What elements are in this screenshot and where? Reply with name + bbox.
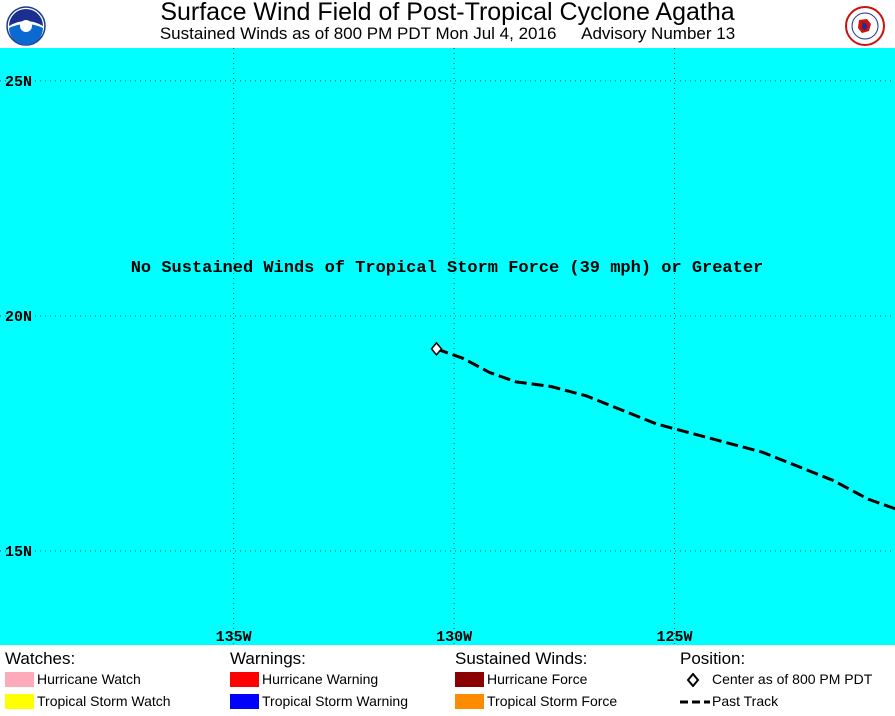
legend-position-title: Position:	[680, 649, 746, 668]
nws-logo-icon	[845, 6, 885, 46]
ocean-background	[0, 48, 895, 645]
subtitle-advisory: Advisory Number 13	[581, 24, 736, 43]
latitude-label: 15N	[5, 544, 32, 561]
longitude-label: 130W	[436, 629, 472, 645]
diamond-icon	[686, 673, 700, 687]
no-winds-message: No Sustained Winds of Tropical Storm For…	[131, 259, 764, 278]
wind-field-map: 135W 130W 125W 25N 20N 15N No Sustained Winds…	[0, 48, 895, 645]
longitude-label: 125W	[657, 629, 693, 645]
tropical-storm-watch-swatch	[5, 694, 34, 709]
tropical-storm-warning-swatch	[230, 694, 259, 709]
lat-lon-grid	[0, 48, 895, 645]
storm-center-marker	[430, 341, 443, 357]
legend: Watches: Hurricane Watch Tropical Storm …	[0, 645, 895, 716]
legend-warnings-title: Warnings:	[230, 649, 306, 668]
subtitle-valid-time: Sustained Winds as of 800 PM PDT Mon Jul…	[159, 24, 557, 43]
hurricane-force-swatch	[455, 672, 484, 687]
legend-winds-title: Sustained Winds:	[455, 649, 588, 668]
longitude-label: 135W	[216, 629, 252, 645]
hurricane-warning-swatch	[230, 672, 259, 687]
grid-labels: 135W 130W 125W 25N 20N 15N	[5, 74, 693, 645]
map-title: Surface Wind Field of Post-Tropical Cycl…	[160, 0, 735, 26]
latitude-label: 25N	[5, 74, 32, 91]
noaa-logo-icon	[6, 6, 46, 46]
tropical-storm-force-swatch	[455, 694, 484, 709]
latitude-label: 20N	[5, 309, 32, 326]
hurricane-watch-swatch	[5, 672, 34, 687]
header: Surface Wind Field of Post-Tropical Cycl…	[0, 0, 895, 48]
map-subtitle: Sustained Winds as of 800 PM PDT Mon Jul…	[0, 24, 895, 44]
dashed-line-icon	[680, 700, 710, 704]
legend-watches-title: Watches:	[5, 649, 76, 668]
